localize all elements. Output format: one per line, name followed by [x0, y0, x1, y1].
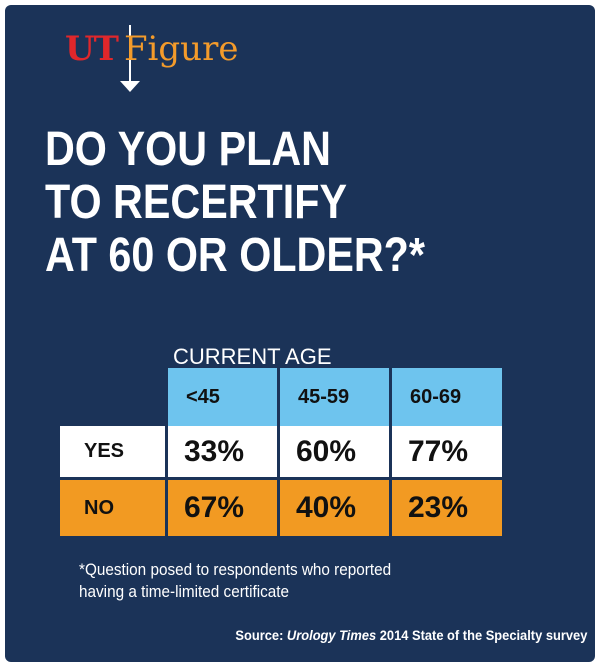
value-cell-no-2: 40%	[280, 480, 392, 536]
source-prefix: Source:	[235, 627, 287, 643]
chart-title: DO YOU PLAN TO RECERTIFY AT 60 OR OLDER?…	[45, 123, 492, 282]
pointer-arrow-icon	[120, 81, 140, 92]
source-credit: Source: Urology Times 2014 State of the …	[235, 627, 588, 643]
value-cell-yes-1: 33%	[168, 426, 280, 480]
header-cell-2: 45-59	[280, 368, 392, 426]
title-line: TO RECERTIFY	[45, 176, 347, 229]
header-cell-1: <45	[168, 368, 280, 426]
infographic-panel: UT Figure DO YOU PLAN TO RECERTIFY AT 60 …	[5, 5, 595, 662]
footnote: *Question posed to respondents who repor…	[79, 559, 391, 603]
row-label-no: NO	[60, 480, 168, 536]
footnote-line: having a time-limited certificate	[79, 582, 290, 601]
row-label-yes: YES	[60, 426, 168, 480]
title-line: AT 60 OR OLDER?*	[45, 229, 425, 282]
current-age-label: CURRENT AGE	[173, 344, 332, 369]
header-cell-3: 60-69	[392, 368, 502, 426]
source-suffix: 2014 State of the Specialty survey	[376, 627, 588, 643]
pointer-line	[129, 25, 131, 81]
value-cell-no-3: 23%	[392, 480, 502, 536]
brand-ut: UT	[65, 29, 119, 69]
value-cell-yes-3: 77%	[392, 426, 502, 480]
brand-figure: Figure	[123, 29, 239, 69]
source-publication: Urology Times	[286, 627, 377, 643]
brand-logo: UT Figure	[65, 27, 238, 71]
value-cell-yes-2: 60%	[280, 426, 392, 480]
value-cell-no-1: 67%	[168, 480, 280, 536]
footnote-line: *Question posed to respondents who repor…	[79, 560, 392, 579]
title-line: DO YOU PLAN	[45, 123, 331, 176]
